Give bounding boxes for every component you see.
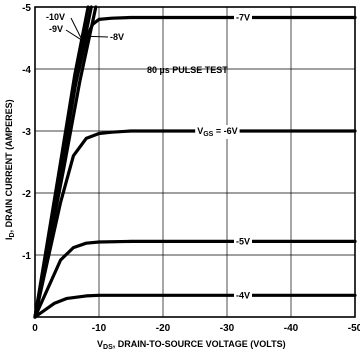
svg-text:-4V: -4V: [236, 290, 250, 300]
svg-text:-8V: -8V: [110, 32, 124, 42]
y-axis-title: ID, DRAIN CURRENT (AMPERES): [4, 99, 16, 240]
x-tick-label: -30: [220, 323, 235, 334]
x-tick-label: -50: [348, 323, 360, 334]
y-tick-label: -1: [22, 251, 31, 262]
series-line-neg5V: [33, 239, 357, 319]
x-tick-label: 0: [32, 323, 38, 334]
svg-text:-10V: -10V: [46, 12, 65, 22]
svg-text:-5V: -5V: [236, 236, 250, 246]
series-labels: -4V -5V VGS = -6V -7V -10V -9V -8V: [46, 11, 253, 302]
series-line-neg10V: [33, 5, 90, 319]
y-tick-label: -2: [22, 189, 31, 200]
y-tick-label: -3: [22, 127, 31, 138]
series-label-neg9V: -9V: [49, 24, 86, 43]
grid-lines: [35, 6, 356, 317]
series-label-neg7V: -7V: [233, 11, 253, 24]
series-label-neg6V: VGS = -6V: [195, 125, 240, 139]
svg-text:-9V: -9V: [49, 24, 63, 34]
series-label-neg5V: -5V: [233, 235, 253, 248]
y-tick-label: -4: [22, 65, 31, 76]
svg-text:-7V: -7V: [236, 13, 250, 23]
y-tick-label: -5: [22, 3, 31, 14]
x-tick-label: -40: [284, 323, 299, 334]
pulse-test-annotation: 80 µs PULSE TEST: [147, 65, 228, 75]
x-tick-label: -10: [92, 323, 107, 334]
series-line-neg4V: [33, 293, 357, 319]
tick-labels: 0 -10 -20 -30 -40 -50 -1 -2 -3 -4 -5: [22, 3, 360, 334]
series-line-neg6V: [33, 129, 357, 319]
series-label-neg8V: -8V: [90, 32, 124, 42]
x-tick-label: -20: [156, 323, 171, 334]
svg-text:VGS = -6V: VGS = -6V: [197, 126, 237, 138]
series-label-neg10V: -10V: [46, 12, 83, 41]
series-curves: [33, 5, 357, 319]
series-label-neg4V: -4V: [233, 289, 253, 302]
x-axis-title: VDS, DRAIN-TO-SOURCE VOLTAGE (VOLTS): [97, 339, 286, 351]
